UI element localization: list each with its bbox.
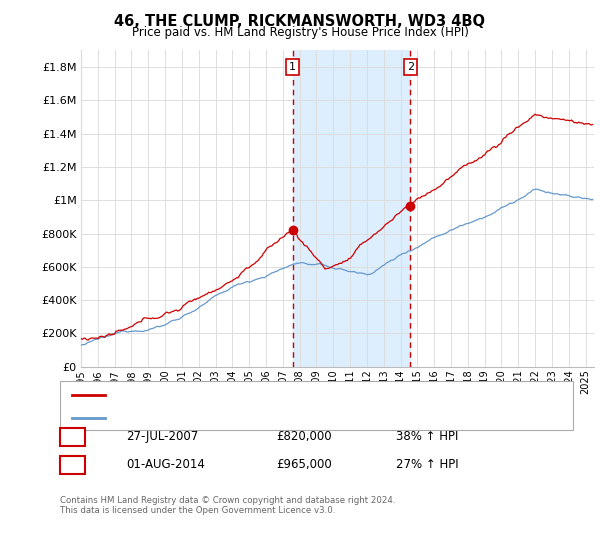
Text: £965,000: £965,000	[276, 458, 332, 472]
Text: HPI: Average price, detached house, Three Rivers: HPI: Average price, detached house, Thre…	[111, 413, 370, 423]
Text: Contains HM Land Registry data © Crown copyright and database right 2024.
This d: Contains HM Land Registry data © Crown c…	[60, 496, 395, 515]
Text: 2: 2	[407, 62, 414, 72]
Text: 27% ↑ HPI: 27% ↑ HPI	[396, 458, 458, 472]
Text: £820,000: £820,000	[276, 430, 332, 444]
Text: 01-AUG-2014: 01-AUG-2014	[126, 458, 205, 472]
Text: 38% ↑ HPI: 38% ↑ HPI	[396, 430, 458, 444]
Bar	[293, 50, 410, 367]
Text: 46, THE CLUMP, RICKMANSWORTH, WD3 4BQ: 46, THE CLUMP, RICKMANSWORTH, WD3 4BQ	[115, 14, 485, 29]
Text: 1: 1	[68, 430, 77, 444]
Text: 27-JUL-2007: 27-JUL-2007	[126, 430, 198, 444]
Text: Price paid vs. HM Land Registry's House Price Index (HPI): Price paid vs. HM Land Registry's House …	[131, 26, 469, 39]
Text: 2: 2	[68, 458, 77, 472]
Text: 1: 1	[289, 62, 296, 72]
Text: 46, THE CLUMP, RICKMANSWORTH, WD3 4BQ (detached house): 46, THE CLUMP, RICKMANSWORTH, WD3 4BQ (d…	[111, 390, 442, 400]
Bar	[586, 50, 594, 367]
